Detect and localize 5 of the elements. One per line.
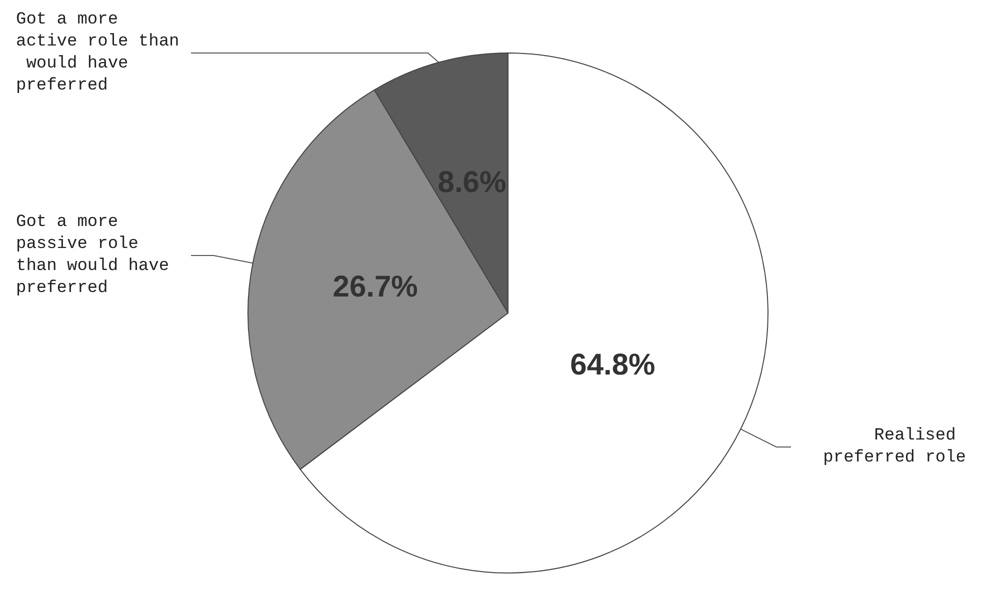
slice-label: Got a more active role than would have preferred (16, 10, 180, 96)
slice-label: Got a more passive role than would have preferred (16, 212, 180, 298)
data-label: 26.7% (332, 270, 418, 304)
data-label: 64.8% (570, 348, 656, 382)
slice-label: Realised preferred role (823, 426, 966, 468)
